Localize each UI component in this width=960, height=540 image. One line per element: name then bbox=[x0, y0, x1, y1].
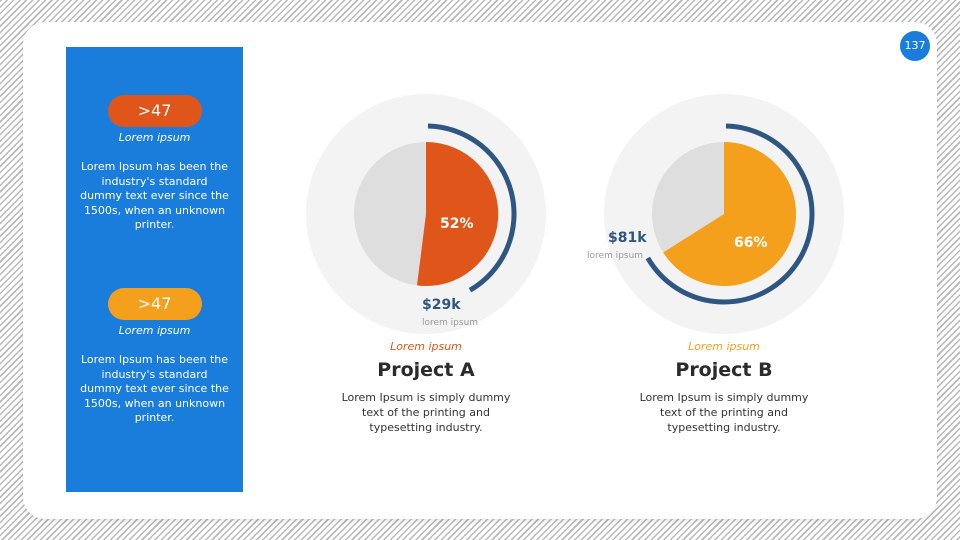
project-a-description: Lorem Ipsum is simply dummy text of the … bbox=[341, 391, 511, 434]
pie-value-slice bbox=[663, 141, 797, 286]
project-b-description: Lorem Ipsum is simply dummy text of the … bbox=[639, 391, 809, 434]
project-a-amount-caption: lorem ipsum bbox=[422, 318, 479, 328]
stat-subtitle-2: Lorem ipsum bbox=[118, 324, 191, 337]
page-number-badge: 137 bbox=[900, 31, 930, 61]
project-a-percent: 52% bbox=[440, 216, 474, 232]
project-b-amount: $81k bbox=[608, 230, 647, 246]
progress-arc bbox=[645, 123, 815, 305]
stat-description-2: Lorem Ipsum has been the industry's stan… bbox=[80, 353, 229, 425]
project-a-pie-svg bbox=[306, 94, 546, 334]
project-b-percent: 66% bbox=[734, 235, 768, 251]
project-b-amount-caption: lorem ipsum bbox=[587, 251, 644, 261]
pie-value-slice bbox=[417, 141, 499, 286]
project-b-tag: Lorem ipsum bbox=[688, 340, 760, 353]
stat-description-1: Lorem Ipsum has been the industry's stan… bbox=[80, 160, 229, 232]
project-a-title: Project A bbox=[377, 359, 475, 381]
project-a-info: Lorem ipsum Project A Lorem Ipsum is sim… bbox=[306, 340, 546, 435]
project-a-chart: 52% $29k lorem ipsum bbox=[306, 94, 546, 334]
project-a-amount: $29k bbox=[422, 297, 461, 313]
stat-pill-1: >47 bbox=[107, 95, 202, 127]
stat-pill-2: >47 bbox=[107, 288, 202, 320]
project-b-pie-svg bbox=[604, 94, 844, 334]
progress-arc bbox=[427, 123, 517, 293]
stat-block-1: >47 Lorem ipsum Lorem Ipsum has been the… bbox=[66, 95, 243, 233]
stats-sidebar: >47 Lorem ipsum Lorem Ipsum has been the… bbox=[66, 47, 243, 492]
stat-subtitle-1: Lorem ipsum bbox=[118, 131, 191, 144]
project-a-tag: Lorem ipsum bbox=[390, 340, 462, 353]
stat-block-2: >47 Lorem ipsum Lorem Ipsum has been the… bbox=[66, 288, 243, 426]
project-b-title: Project B bbox=[675, 359, 773, 381]
project-b-info: Lorem ipsum Project B Lorem Ipsum is sim… bbox=[604, 340, 844, 435]
project-b-chart: 66% $81k lorem ipsum bbox=[587, 94, 844, 334]
